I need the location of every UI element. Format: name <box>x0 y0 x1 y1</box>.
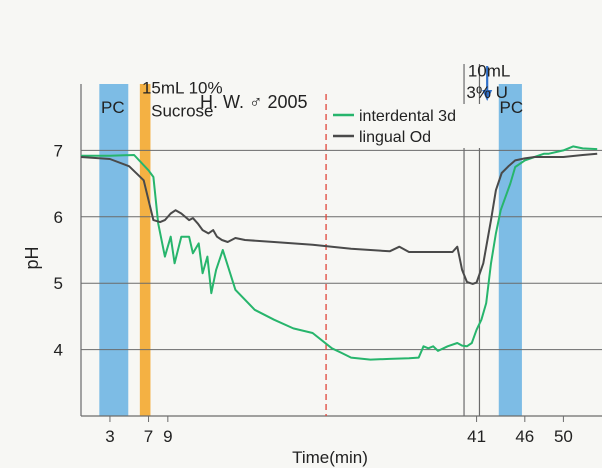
legend-box <box>328 104 492 148</box>
annotation-2: 10mL <box>468 62 511 81</box>
annotation-4: PC <box>101 98 125 117</box>
annotation-3: 3% U <box>466 83 508 102</box>
band-2 <box>498 84 522 416</box>
band-1 <box>139 84 151 416</box>
annotation-5: PC <box>499 98 523 117</box>
urea-arrow-head <box>482 90 493 101</box>
x-tick-label: 9 <box>163 427 172 446</box>
annotation-1: Sucrose <box>151 102 213 121</box>
y-tick-label: 7 <box>54 141 63 160</box>
series-line-0 <box>81 145 598 361</box>
annotation-0: 15mL 10% <box>142 78 223 97</box>
x-tick-label: 46 <box>515 427 534 446</box>
legend-label-lingual: lingual Od <box>359 129 431 146</box>
y-tick-label: 6 <box>54 208 63 227</box>
x-tick-label: 41 <box>467 427 486 446</box>
chart-title: H. W. ♂ 2005 <box>200 92 308 112</box>
y-axis-label: pH <box>22 246 42 269</box>
x-tick-label: 3 <box>105 427 114 446</box>
x-tick-label: 7 <box>144 427 153 446</box>
y-tick-label: 4 <box>54 341 63 360</box>
band-0 <box>99 84 129 416</box>
x-axis-label: Time(min) <box>292 448 368 467</box>
series-line-1 <box>80 152 598 285</box>
x-tick-label: 50 <box>554 427 573 446</box>
legend-label-interdental: interdental 3d <box>359 108 456 125</box>
y-tick-label: 5 <box>54 274 63 293</box>
